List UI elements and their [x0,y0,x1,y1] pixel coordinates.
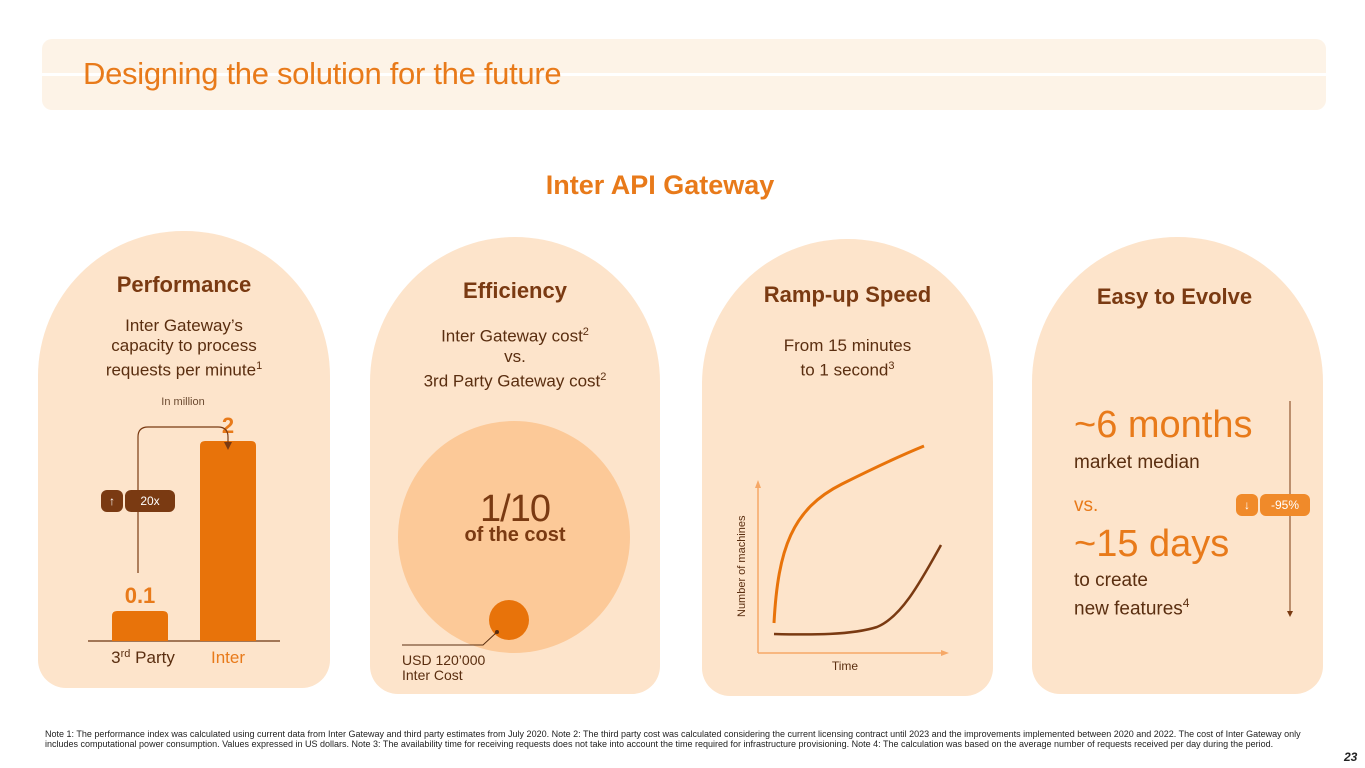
market-median-value: ~6 months [1074,404,1253,446]
performance-subtitle-line2: capacity to process [111,336,257,355]
footnote: Note 1: The performance index was calcul… [45,729,1301,749]
rampup-subtitle: From 15 minutes to 1 second3 [702,336,993,381]
evolve-footnote-ref: 4 [1182,596,1190,610]
cost-ratio-caption: of the cost [464,524,566,546]
category-label-inter: Inter [211,648,245,667]
performance-subtitle-line1: Inter Gateway’s [125,316,243,335]
efficiency-subtitle: Inter Gateway cost2 vs. 3rd Party Gatewa… [370,322,660,391]
performance-subtitle: Inter Gateway’s capacity to process requ… [38,316,330,381]
rampup-card: Ramp-up Speed From 15 minutes to 1 secon… [702,239,993,696]
cost-comparison-graphic [398,421,630,653]
section-title: Inter API Gateway [545,170,775,200]
reduction-arrow-graphic [1287,401,1293,617]
growth-connector [137,426,229,573]
legacy-rampup-curve [773,544,943,636]
third-party-cost-circle [398,421,630,653]
inter-cost-value: USD 120’000 [402,652,486,668]
y-axis-arrow [755,480,761,488]
performance-footnote-ref: 1 [256,360,263,372]
inter-feature-time-value: ~15 days [1074,523,1230,565]
inter-rampup-curve [772,444,925,624]
page-title: Designing the solution for the future [83,56,562,91]
growth-connector-arrow [224,442,232,450]
versus-label: vs. [1074,495,1099,516]
rampup-title: Ramp-up Speed [763,282,932,307]
efficiency-line3-ref: 2 [600,370,607,383]
category-label-third-party: 3rd Party [111,648,175,667]
inter-feature-label-line2: new features [1074,598,1183,620]
performance-card: Performance Inter Gateway’s capacity to … [38,231,330,688]
value-label-inter: 2 [222,413,234,438]
bar-third-party [112,611,168,641]
rampup-footnote-ref: 3 [888,360,895,372]
reduction-badge: -95% [1260,494,1310,516]
efficiency-card: Efficiency Inter Gateway cost2 vs. 3rd P… [370,237,660,694]
multiplier-value: 20x [140,494,160,508]
evolve-title: Easy to Evolve [1096,284,1253,309]
title-bar [42,39,1326,110]
efficiency-line1: Inter Gateway cost [441,326,583,346]
bar-inter [200,441,256,641]
cost-ratio: 1/10 [480,488,551,530]
page-number: 23 [1344,750,1358,764]
rampup-curves-graphic [755,444,949,656]
inter-feature-label-line1: to create [1074,570,1148,591]
inter-cost-caption: Inter Cost [402,667,463,683]
reduction-arrow-badge: ↓ [1236,494,1258,516]
rampup-line1: From 15 minutes [783,336,912,355]
inter-cost-pointer-line [402,631,498,646]
efficiency-line2: vs. [504,346,526,366]
inter-cost-circle [489,600,529,640]
x-axis-label: Time [831,659,859,673]
efficiency-line1-ref: 2 [582,326,589,338]
performance-subtitle-line3: requests per minute [105,360,257,380]
performance-bar-chart: 0.1 2 3rd Party Inter [88,413,280,667]
reduction-arrow-head [1287,611,1293,617]
efficiency-title: Efficiency [463,278,567,303]
y-axis-label: Number of machines [736,515,748,618]
inter-feature-time-label: to create new features4 [1074,569,1189,620]
market-median-label: market median [1074,452,1200,473]
multiplier-badge: 20x [125,490,175,512]
multiplier-arrow-badge: ↑ [101,490,123,512]
up-arrow-icon: ↑ [109,494,115,508]
rampup-line2: to 1 second [800,360,889,380]
reduction-value: -95% [1270,498,1299,512]
chart-unit-label: In million [161,396,205,408]
performance-title: Performance [116,272,252,297]
down-arrow-icon: ↓ [1244,498,1250,512]
evolve-card: Easy to Evolve ~6 months market median v… [1032,237,1323,694]
value-label-third-party: 0.1 [125,583,156,608]
x-axis-arrow [941,650,949,656]
inter-cost-label: USD 120’000 Inter Cost [402,653,485,683]
efficiency-line3: 3rd Party Gateway cost [423,371,601,391]
